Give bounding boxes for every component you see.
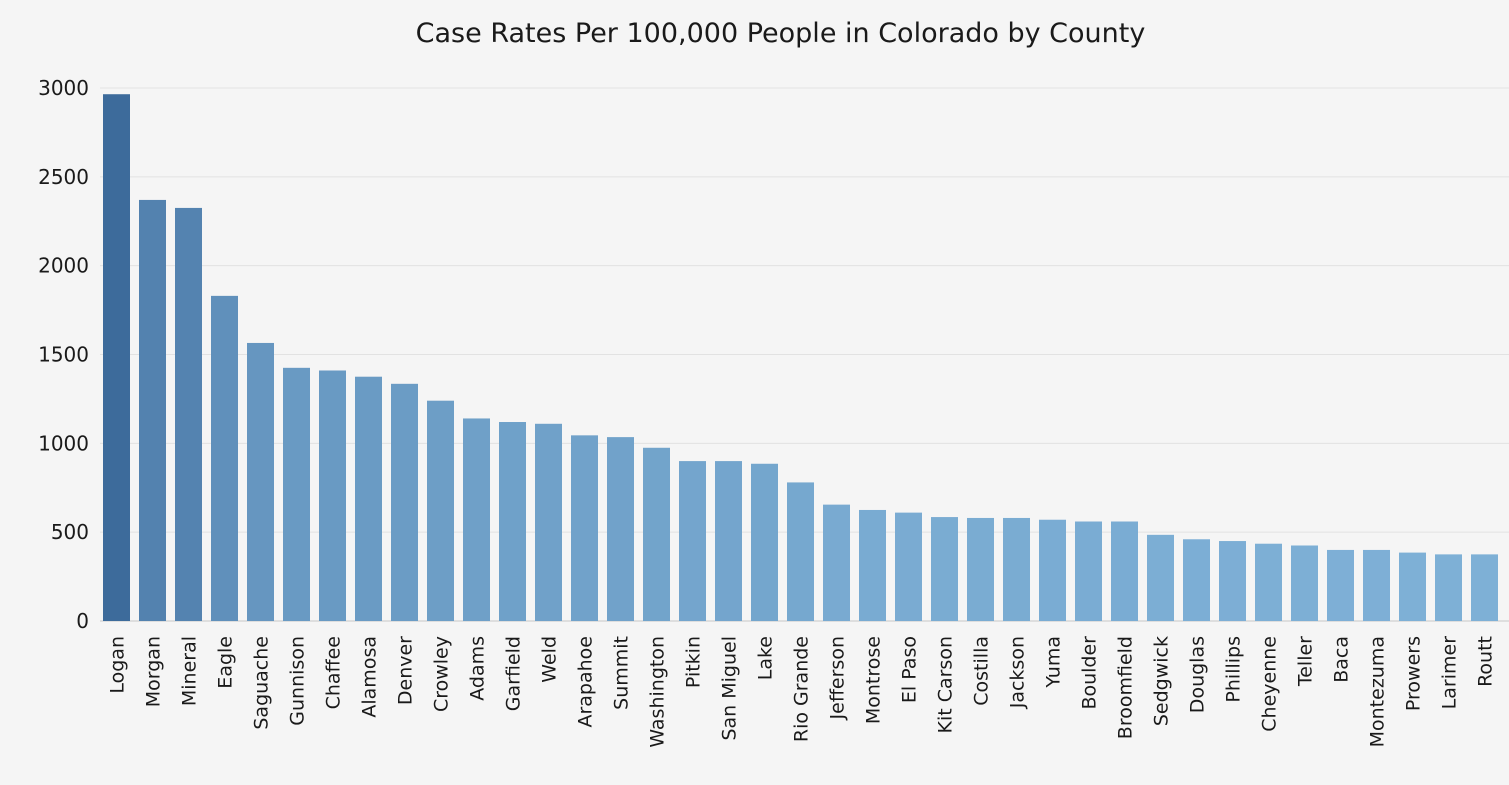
y-tick-label: 0 bbox=[76, 609, 89, 633]
bar-logan[interactable] bbox=[103, 94, 130, 622]
x-tick-label: Eagle bbox=[215, 636, 237, 689]
bar-broomfield[interactable] bbox=[1111, 521, 1138, 621]
bar-prowers[interactable] bbox=[1399, 552, 1426, 621]
x-tick-label: Teller bbox=[1295, 636, 1317, 687]
y-tick-label: 1000 bbox=[38, 431, 89, 455]
x-tick-label: Cheyenne bbox=[1259, 636, 1281, 732]
bar-chaffee[interactable] bbox=[319, 370, 346, 621]
bars bbox=[103, 94, 1498, 622]
bar-washington[interactable] bbox=[643, 447, 670, 621]
bar-costilla[interactable] bbox=[967, 517, 994, 621]
x-tick-label: Douglas bbox=[1187, 636, 1209, 713]
x-tick-label: Sedgwick bbox=[1151, 636, 1173, 726]
x-tick-label: Routt bbox=[1475, 636, 1497, 687]
x-tick-label: Garfield bbox=[503, 636, 525, 711]
bar-teller[interactable] bbox=[1291, 545, 1318, 621]
bar-montezuma[interactable] bbox=[1363, 549, 1390, 621]
x-tick-label: Prowers bbox=[1403, 636, 1425, 711]
bar-phillips[interactable] bbox=[1219, 541, 1246, 621]
bar-baca[interactable] bbox=[1327, 549, 1354, 621]
x-tick-label: Denver bbox=[395, 636, 417, 705]
y-tick-label: 3000 bbox=[38, 76, 89, 100]
x-tick-label: Rio Grande bbox=[791, 636, 813, 742]
x-tick-label: San Miguel bbox=[719, 636, 741, 741]
x-tick-label: Washington bbox=[647, 636, 669, 748]
x-tick-label: Pitkin bbox=[683, 636, 705, 688]
x-tick-label: Costilla bbox=[971, 636, 993, 706]
x-tick-label: Lake bbox=[755, 636, 777, 680]
bar-rio-grande[interactable] bbox=[787, 482, 814, 621]
bar-douglas[interactable] bbox=[1183, 539, 1210, 621]
x-tick-label: Morgan bbox=[143, 636, 165, 707]
y-axis-ticks: 0 500 1000 1500 2000 2500 3000 bbox=[38, 76, 89, 633]
x-tick-label: Alamosa bbox=[359, 636, 381, 718]
y-tick-label: 500 bbox=[51, 520, 89, 544]
bar-montrose[interactable] bbox=[859, 509, 886, 621]
x-tick-label: Logan bbox=[107, 636, 129, 694]
x-tick-label: Gunnison bbox=[287, 636, 309, 726]
bar-arapahoe[interactable] bbox=[571, 435, 598, 621]
x-tick-label: Weld bbox=[539, 636, 561, 683]
bar-routt[interactable] bbox=[1471, 554, 1498, 621]
y-tick-label: 2000 bbox=[38, 254, 89, 278]
x-tick-label: Montezuma bbox=[1367, 636, 1389, 747]
bar-boulder[interactable] bbox=[1075, 521, 1102, 621]
x-tick-label: Crowley bbox=[431, 636, 453, 712]
bar-adams[interactable] bbox=[463, 418, 490, 621]
bar-saguache[interactable] bbox=[247, 342, 274, 621]
bar-sedgwick[interactable] bbox=[1147, 534, 1174, 621]
bar-el-paso[interactable] bbox=[895, 512, 922, 621]
y-tick-label: 1500 bbox=[38, 343, 89, 367]
bar-yuma[interactable] bbox=[1039, 519, 1066, 621]
x-tick-label: El Paso bbox=[899, 636, 921, 703]
bar-jackson[interactable] bbox=[1003, 517, 1030, 621]
bar-morgan[interactable] bbox=[139, 199, 166, 621]
x-tick-label: Kit Carson bbox=[935, 636, 957, 734]
x-tick-label: Arapahoe bbox=[575, 636, 597, 728]
x-tick-label: Broomfield bbox=[1115, 636, 1137, 739]
bar-alamosa[interactable] bbox=[355, 376, 382, 621]
x-tick-label: Jackson bbox=[1007, 636, 1029, 709]
x-tick-label: Boulder bbox=[1079, 636, 1101, 710]
bar-san-miguel[interactable] bbox=[715, 461, 742, 621]
bar-jefferson[interactable] bbox=[823, 504, 850, 621]
x-tick-label: Adams bbox=[467, 636, 489, 701]
bar-summit[interactable] bbox=[607, 437, 634, 621]
x-tick-label: Yuma bbox=[1043, 636, 1065, 689]
bar-weld[interactable] bbox=[535, 423, 562, 621]
bar-garfield[interactable] bbox=[499, 422, 526, 621]
x-tick-label: Jefferson bbox=[827, 636, 849, 720]
bar-lake[interactable] bbox=[751, 463, 778, 621]
bar-kit-carson[interactable] bbox=[931, 517, 958, 621]
x-tick-label: Montrose bbox=[863, 636, 885, 724]
x-tick-label: Baca bbox=[1331, 636, 1353, 683]
x-tick-label: Phillips bbox=[1223, 636, 1245, 703]
bar-crowley[interactable] bbox=[427, 400, 454, 621]
bar-denver[interactable] bbox=[391, 383, 418, 621]
bar-pitkin[interactable] bbox=[679, 461, 706, 621]
bar-gunnison[interactable] bbox=[283, 367, 310, 621]
bar-mineral[interactable] bbox=[175, 207, 202, 622]
y-tick-label: 2500 bbox=[38, 165, 89, 189]
x-axis-labels: Logan Morgan Mineral Eagle Saguache Gunnison C… bbox=[107, 636, 1497, 748]
bar-cheyenne[interactable] bbox=[1255, 543, 1282, 621]
x-tick-label: Summit bbox=[611, 636, 633, 710]
chart-title: Case Rates Per 100,000 People in Colorad… bbox=[415, 18, 1146, 49]
x-tick-label: Chaffee bbox=[323, 636, 345, 709]
x-tick-label: Mineral bbox=[179, 636, 201, 706]
x-tick-label: Saguache bbox=[251, 636, 273, 730]
bar-eagle[interactable] bbox=[211, 295, 238, 621]
x-tick-label: Larimer bbox=[1439, 636, 1461, 710]
bar-larimer[interactable] bbox=[1435, 554, 1462, 621]
